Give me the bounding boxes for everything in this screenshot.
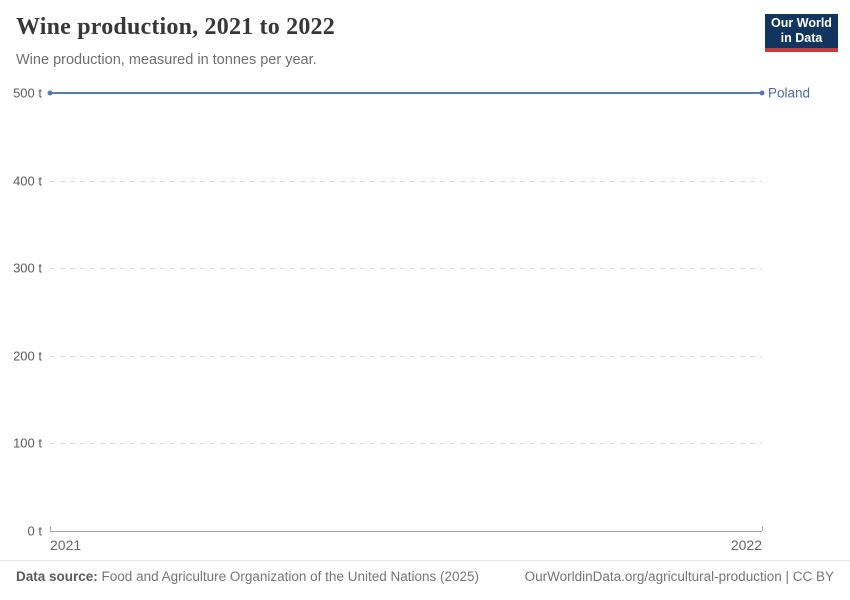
y-axis-tick-label: 300 t bbox=[13, 260, 42, 276]
entity-label-poland[interactable]: Poland bbox=[768, 85, 811, 101]
data-source-note: Data source: Food and Agriculture Organi… bbox=[16, 569, 479, 584]
owid-logo-line1: Our World bbox=[771, 16, 832, 30]
x-axis-end-tick bbox=[762, 526, 763, 531]
gridline bbox=[50, 180, 762, 182]
footer-divider bbox=[0, 560, 850, 561]
x-axis-tick-2022: 2022 bbox=[730, 537, 762, 553]
data-source-text: Food and Agriculture Organization of the… bbox=[101, 569, 480, 584]
y-axis-tick-label: 100 t bbox=[13, 435, 42, 451]
y-axis-tick-label: 200 t bbox=[13, 348, 42, 364]
owid-logo[interactable]: Our World in Data bbox=[765, 14, 838, 52]
footer: Data source: Food and Agriculture Organi… bbox=[16, 569, 834, 584]
footer-attribution: OurWorldinData.org/agricultural-producti… bbox=[525, 569, 834, 584]
gridline bbox=[50, 268, 762, 270]
series-point-poland[interactable] bbox=[47, 90, 53, 96]
owid-logo-line2: in Data bbox=[780, 31, 823, 45]
y-axis-tick-label: 500 t bbox=[13, 85, 42, 101]
series-point-poland[interactable] bbox=[759, 90, 765, 96]
footer-separator: | bbox=[781, 569, 793, 584]
series-line-poland[interactable] bbox=[50, 92, 762, 94]
gridline bbox=[50, 443, 762, 445]
data-source-label: Data source: bbox=[16, 569, 98, 584]
x-axis-end-tick bbox=[50, 526, 51, 531]
x-axis-tick-2021: 2021 bbox=[50, 537, 82, 553]
gridline bbox=[50, 355, 762, 357]
license-badge: CC BY bbox=[792, 569, 834, 584]
y-axis-tick-label: 400 t bbox=[13, 173, 42, 189]
x-axis-line bbox=[50, 531, 762, 532]
chart-subtitle: Wine production, measured in tonnes per … bbox=[16, 52, 317, 68]
chart-title: Wine production, 2021 to 2022 bbox=[16, 14, 335, 40]
y-axis-tick-label: 0 t bbox=[27, 523, 42, 539]
owid-url-link[interactable]: OurWorldinData.org/agricultural-producti… bbox=[524, 569, 782, 584]
